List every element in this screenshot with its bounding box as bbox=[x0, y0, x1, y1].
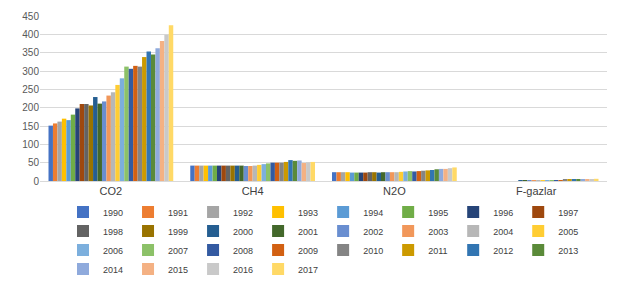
svg-text:2009: 2009 bbox=[298, 246, 318, 256]
svg-text:2011: 2011 bbox=[428, 246, 447, 256]
svg-text:2004: 2004 bbox=[493, 227, 513, 237]
svg-text:2001: 2001 bbox=[298, 227, 318, 237]
svg-text:2016: 2016 bbox=[233, 265, 253, 275]
svg-text:2007: 2007 bbox=[168, 246, 188, 256]
svg-text:1996: 1996 bbox=[493, 208, 513, 218]
svg-text:2005: 2005 bbox=[558, 227, 578, 237]
svg-text:1998: 1998 bbox=[103, 227, 123, 237]
svg-text:2014: 2014 bbox=[103, 265, 123, 275]
svg-text:2003: 2003 bbox=[428, 227, 448, 237]
svg-text:350: 350 bbox=[22, 47, 39, 58]
svg-text:100: 100 bbox=[22, 139, 39, 150]
svg-text:2008: 2008 bbox=[233, 246, 253, 256]
svg-text:CH4: CH4 bbox=[242, 185, 264, 197]
svg-text:1997: 1997 bbox=[558, 208, 578, 218]
svg-text:400: 400 bbox=[22, 29, 39, 40]
svg-text:1999: 1999 bbox=[168, 227, 188, 237]
svg-text:1990: 1990 bbox=[103, 208, 123, 218]
svg-text:F-gazlar: F-gazlar bbox=[516, 185, 557, 197]
svg-text:2000: 2000 bbox=[233, 227, 253, 237]
svg-text:1994: 1994 bbox=[363, 208, 383, 218]
svg-text:2010: 2010 bbox=[363, 246, 383, 256]
svg-text:2006: 2006 bbox=[103, 246, 123, 256]
svg-text:N2O: N2O bbox=[383, 185, 406, 197]
svg-text:CO2: CO2 bbox=[100, 185, 123, 197]
svg-text:1993: 1993 bbox=[298, 208, 318, 218]
svg-text:0: 0 bbox=[33, 176, 39, 187]
svg-text:1991: 1991 bbox=[168, 208, 188, 218]
svg-text:2017: 2017 bbox=[298, 265, 318, 275]
svg-text:50: 50 bbox=[28, 157, 40, 168]
svg-text:2002: 2002 bbox=[363, 227, 383, 237]
svg-text:450: 450 bbox=[22, 11, 39, 22]
svg-text:200: 200 bbox=[22, 102, 39, 113]
svg-text:1992: 1992 bbox=[233, 208, 253, 218]
svg-text:2012: 2012 bbox=[493, 246, 513, 256]
svg-text:300: 300 bbox=[22, 66, 39, 77]
svg-text:2013: 2013 bbox=[558, 246, 578, 256]
svg-text:250: 250 bbox=[22, 84, 39, 95]
svg-text:150: 150 bbox=[22, 121, 39, 132]
svg-text:2015: 2015 bbox=[168, 265, 188, 275]
svg-text:1995: 1995 bbox=[428, 208, 448, 218]
